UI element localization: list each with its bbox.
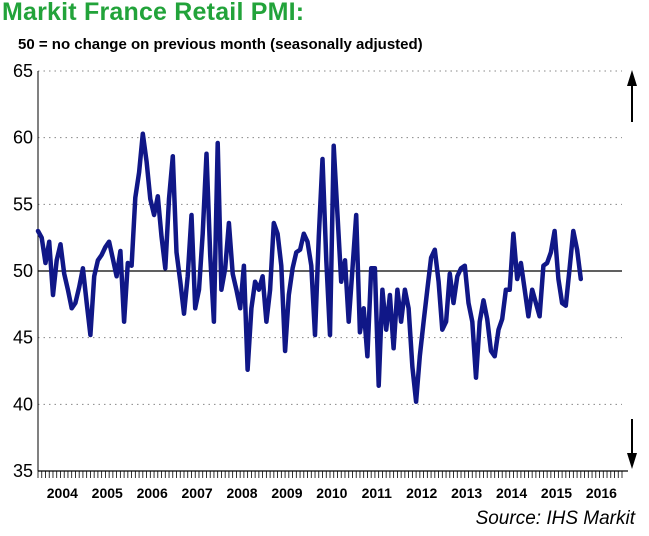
x-tick-label: 2005 — [92, 485, 123, 501]
x-tick-label: 2007 — [182, 485, 213, 501]
x-tick-label: 2015 — [541, 485, 572, 501]
x-tick-label: 2008 — [226, 485, 257, 501]
source-note: Source: IHS Markit — [475, 508, 635, 529]
y-tick-label: 65 — [13, 61, 33, 81]
x-tick-label: 2014 — [496, 485, 527, 501]
x-tick-label: 2010 — [316, 485, 347, 501]
y-tick-label: 45 — [13, 328, 33, 348]
x-tick-label: 2011 — [362, 485, 393, 501]
x-tick-label: 2016 — [586, 485, 617, 501]
y-tick-label: 50 — [13, 261, 33, 281]
x-tick-label: 2006 — [137, 485, 168, 501]
y-tick-label: 40 — [13, 394, 33, 414]
chart-subtitle: 50 = no change on previous month (season… — [18, 36, 423, 53]
y-tick-label: 35 — [13, 461, 33, 481]
down-arrow-head — [627, 453, 637, 469]
y-tick-label: 60 — [13, 128, 33, 148]
x-tick-label: 2009 — [271, 485, 302, 501]
x-tick-label: 2012 — [406, 485, 437, 501]
x-tick-label: 2013 — [451, 485, 482, 501]
series-line — [35, 131, 584, 404]
x-tick-label: 2004 — [47, 485, 78, 501]
chart-title: Markit France Retail PMI: — [2, 0, 305, 26]
up-arrow-head — [627, 70, 637, 86]
y-tick-label: 55 — [13, 194, 33, 214]
